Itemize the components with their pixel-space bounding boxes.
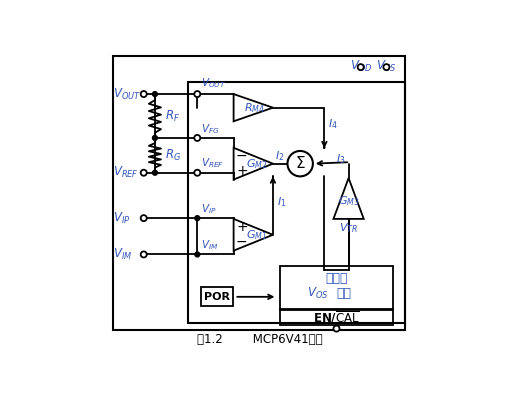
Text: $R_G$: $R_G$ <box>164 148 180 163</box>
Circle shape <box>140 252 146 257</box>
Circle shape <box>152 136 157 140</box>
Text: −: − <box>235 235 247 249</box>
Text: $V_{OUT}$: $V_{OUT}$ <box>200 77 226 90</box>
Text: $I_3$: $I_3$ <box>336 152 345 166</box>
Bar <box>279 309 392 325</box>
Circle shape <box>383 64 389 70</box>
Text: $\Sigma$: $\Sigma$ <box>294 155 305 171</box>
Text: 校准: 校准 <box>336 287 351 300</box>
Circle shape <box>333 325 339 332</box>
Circle shape <box>357 64 363 70</box>
Text: POR: POR <box>204 292 229 302</box>
Text: $V_{IM}$: $V_{IM}$ <box>113 247 132 262</box>
Text: $R_{M4}$: $R_{M4}$ <box>244 101 265 115</box>
Text: +: + <box>235 220 247 234</box>
Text: $V_{FG}$: $V_{FG}$ <box>200 122 219 136</box>
Text: $G_{M2}$: $G_{M2}$ <box>245 157 267 171</box>
Circle shape <box>194 135 200 141</box>
Text: $G_{M1}$: $G_{M1}$ <box>245 228 267 242</box>
Bar <box>200 287 232 306</box>
Circle shape <box>194 252 199 257</box>
Text: $G_{M3}$: $G_{M3}$ <box>337 195 359 208</box>
Circle shape <box>152 92 157 97</box>
Text: 低功耗: 低功耗 <box>325 272 347 285</box>
Circle shape <box>194 91 200 97</box>
Circle shape <box>140 91 146 97</box>
Text: $V_{IP}$: $V_{IP}$ <box>113 211 131 226</box>
Text: EN/$\overline{\rm CAL}$: EN/$\overline{\rm CAL}$ <box>313 309 359 325</box>
Text: $V_{IM}$: $V_{IM}$ <box>200 238 218 252</box>
Circle shape <box>140 170 146 176</box>
Text: +: + <box>235 164 247 178</box>
Text: $I_2$: $I_2$ <box>275 149 284 163</box>
Text: $V_{REF}$: $V_{REF}$ <box>200 156 223 170</box>
Text: −: − <box>235 149 247 163</box>
Circle shape <box>194 170 200 176</box>
Text: $I_1$: $I_1$ <box>276 195 285 209</box>
Circle shape <box>194 216 199 220</box>
Circle shape <box>152 170 157 175</box>
Text: $V_{REF}$: $V_{REF}$ <box>113 165 139 180</box>
Bar <box>188 82 404 323</box>
Text: $V_{TR}$: $V_{TR}$ <box>338 222 358 235</box>
Text: $R_F$: $R_F$ <box>164 108 179 123</box>
Text: $V_{DD}$: $V_{DD}$ <box>349 59 371 74</box>
Bar <box>279 266 392 310</box>
Circle shape <box>140 215 146 221</box>
Text: $V_{SS}$: $V_{SS}$ <box>376 59 396 74</box>
Text: $V_{OUT}$: $V_{OUT}$ <box>113 86 141 102</box>
Text: $V_{OS}$: $V_{OS}$ <box>307 286 328 301</box>
Text: $V_{IP}$: $V_{IP}$ <box>200 202 216 216</box>
Text: 图1.2        MCP6V41框图: 图1.2 MCP6V41框图 <box>196 333 322 346</box>
Text: $I_4$: $I_4$ <box>327 118 337 131</box>
